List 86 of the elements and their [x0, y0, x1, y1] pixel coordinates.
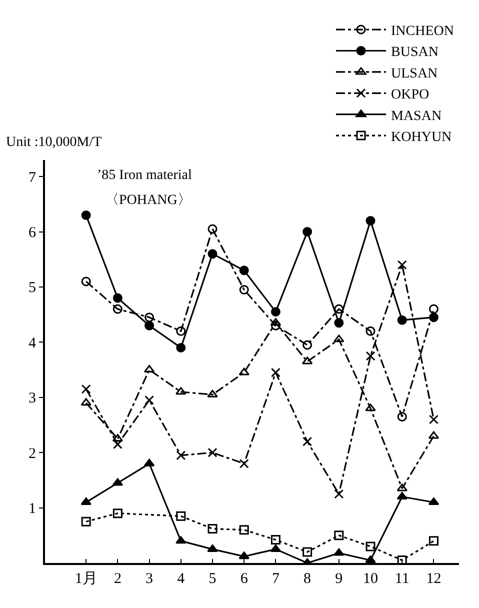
- legend-label: KOHYUN: [391, 130, 452, 145]
- x-tick-label: 1月: [74, 571, 98, 587]
- y-tick-label: 1: [28, 501, 36, 518]
- point: [80, 398, 92, 406]
- point: [207, 544, 218, 552]
- point: [176, 450, 186, 460]
- point: [334, 304, 344, 314]
- point: [208, 249, 218, 259]
- point: [428, 304, 438, 314]
- point: [144, 395, 154, 405]
- point: [176, 387, 186, 395]
- point: [208, 448, 218, 458]
- point: [397, 260, 407, 270]
- point: [238, 552, 250, 560]
- point: [334, 548, 344, 556]
- y-tick-label: 5: [28, 280, 36, 296]
- x-tick-label: 2: [114, 571, 122, 587]
- point: [207, 390, 218, 398]
- point: [80, 498, 92, 506]
- legend-label: ULSAN: [391, 66, 438, 82]
- x-tick-label: 9: [335, 571, 343, 587]
- point: [334, 530, 344, 540]
- x-tick-label: 4: [177, 571, 186, 587]
- point: [238, 368, 250, 376]
- point: [112, 293, 122, 303]
- x-tick-label: 7: [272, 571, 280, 587]
- y-tick-label: 6: [28, 225, 36, 242]
- point: [176, 342, 186, 352]
- point: [81, 516, 91, 526]
- point: [365, 404, 376, 412]
- point: [208, 224, 218, 234]
- point: [397, 555, 407, 563]
- point: [334, 334, 344, 342]
- point: [176, 536, 186, 544]
- point: [334, 489, 344, 499]
- point: [239, 266, 249, 276]
- legend-label: MASAN: [391, 108, 442, 124]
- point: [270, 368, 280, 378]
- x-tick-label: 5: [208, 571, 216, 587]
- point: [302, 340, 312, 350]
- point: [112, 508, 122, 518]
- point: [302, 547, 312, 557]
- point: [239, 458, 249, 468]
- point: [334, 318, 344, 328]
- point: [365, 555, 376, 563]
- point: [112, 304, 122, 314]
- point: [302, 436, 312, 446]
- legend-label: OKPO: [391, 88, 430, 103]
- y-tick-label: 4: [28, 335, 36, 352]
- x-tick-label: 3: [146, 571, 154, 587]
- text: ’85 Iron material: [97, 168, 192, 183]
- point: [239, 284, 249, 294]
- point: [366, 351, 376, 361]
- y-tick-label: 2: [28, 446, 36, 462]
- point: [397, 315, 407, 325]
- point: [144, 312, 154, 322]
- point: [428, 312, 438, 322]
- point: [302, 227, 312, 237]
- point: [208, 524, 218, 534]
- point: [396, 484, 408, 492]
- y-tick-label: 3: [28, 390, 36, 407]
- point: [81, 210, 91, 220]
- point: [366, 216, 376, 226]
- x-tick-label: 8: [304, 571, 312, 587]
- x-tick-label: 6: [240, 571, 248, 587]
- point: [270, 535, 280, 545]
- point: [366, 326, 376, 336]
- x-tick-label: 12: [426, 571, 442, 587]
- point: [176, 511, 186, 521]
- point: [239, 525, 249, 535]
- point: [81, 276, 91, 286]
- point: [176, 326, 186, 336]
- legend-label: BUSAN: [391, 45, 438, 60]
- point: [81, 384, 91, 394]
- y-tick-label: 7: [28, 170, 36, 186]
- point: [428, 414, 438, 424]
- y-axis-title: Unit :10,000M/T: [6, 135, 102, 150]
- point: [366, 542, 376, 552]
- x-tick-label: 11: [394, 571, 410, 587]
- point: [270, 307, 280, 317]
- point: [397, 412, 407, 422]
- point: [144, 320, 154, 330]
- point: [428, 536, 438, 546]
- x-tick-label: 10: [363, 571, 378, 587]
- legend-label: INCHEON: [391, 24, 454, 39]
- text: 〈POHANG〉: [105, 192, 192, 208]
